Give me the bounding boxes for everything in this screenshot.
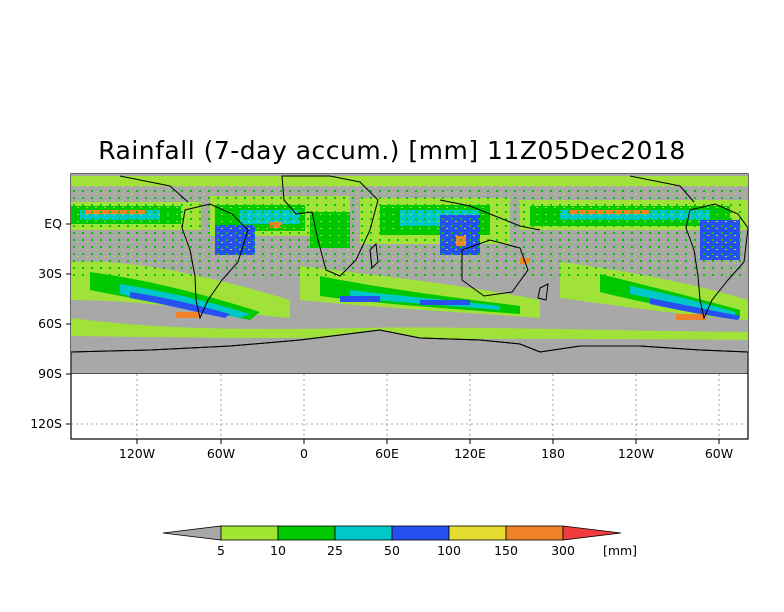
y-tick-label: 60S (38, 316, 62, 331)
indonesia-outline (439, 199, 541, 231)
x-tick-label: 120E (454, 446, 486, 461)
x-tick-label: 120W (119, 446, 155, 461)
colorbar-segment (334, 525, 393, 541)
coastline (71, 329, 748, 353)
y-tick-label: 120S (30, 416, 62, 431)
africa-outline (281, 175, 379, 277)
south-america-outline-right (685, 203, 748, 320)
map-title: Rainfall (7-day accum.) [mm] 11Z05Dec201… (98, 136, 686, 165)
north-america-outline-right (629, 175, 695, 203)
x-tick-label: 0 (300, 446, 308, 461)
colorbar-low-arrow (162, 525, 222, 541)
y-tick-label: EQ (44, 216, 62, 231)
colorbar-segment (448, 525, 507, 541)
australia-outline (461, 239, 529, 297)
new-zealand-outline (537, 283, 549, 301)
x-tick-label: 60E (375, 446, 399, 461)
colorbar-label: 50 (384, 543, 400, 558)
gridlines (71, 374, 748, 439)
colorbar-label: 25 (327, 543, 343, 558)
x-tick-label: 60W (207, 446, 235, 461)
colorbar-unit: [mm] (603, 543, 637, 558)
y-tick-label: 30S (38, 266, 62, 281)
north-america-outline (119, 175, 189, 203)
x-tick-label: 120W (618, 446, 654, 461)
continent-outlines (119, 175, 748, 320)
south-america-outline (181, 203, 249, 320)
colorbar-label: 5 (217, 543, 225, 558)
colorbar-segment (220, 525, 279, 541)
x-tick-label: 60W (705, 446, 733, 461)
colorbar-segment (277, 525, 336, 541)
colorbar-segment (391, 525, 450, 541)
madagascar-outline (369, 242, 379, 270)
x-axis (136, 439, 720, 444)
colorbar-label: 10 (270, 543, 286, 558)
x-tick-label: 180 (541, 446, 565, 461)
y-axis (66, 223, 71, 425)
colorbar-label: 150 (494, 543, 518, 558)
colorbar-label: 100 (437, 543, 461, 558)
precip-field (71, 174, 748, 374)
colorbar-label: 300 (551, 543, 575, 558)
rain-speckle (71, 186, 748, 276)
colorbar (162, 525, 622, 541)
colorbar-segment (505, 525, 564, 541)
y-tick-label: 90S (38, 366, 62, 381)
colorbar-high-arrow (562, 525, 622, 541)
